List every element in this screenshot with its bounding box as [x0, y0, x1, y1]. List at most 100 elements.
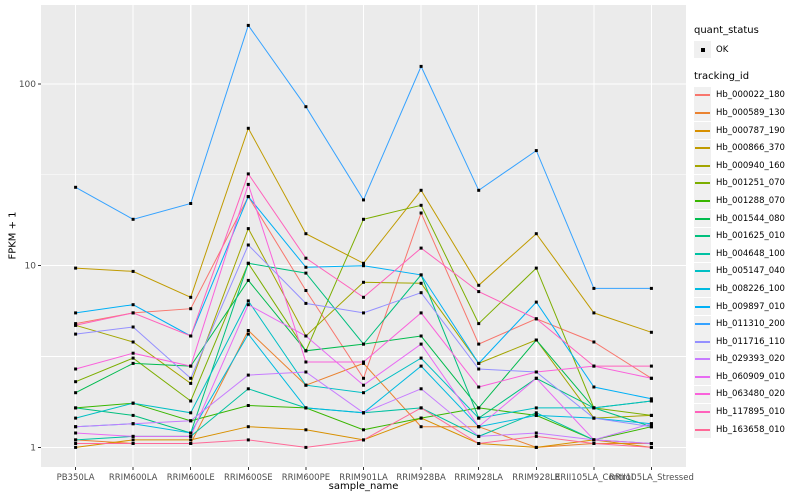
legend-swatch-icon [694, 174, 711, 192]
data-point [304, 383, 308, 387]
legend-swatch-icon [694, 298, 711, 316]
data-point [246, 182, 250, 186]
data-point [304, 289, 308, 292]
legend-key-box [694, 41, 711, 59]
data-point [649, 445, 653, 449]
data-point [419, 342, 423, 346]
data-point [592, 442, 596, 445]
data-point [131, 438, 135, 442]
data-point [362, 411, 365, 415]
data-point [362, 264, 365, 268]
data-point [362, 311, 365, 315]
swatch-line [695, 393, 710, 396]
legend-swatch-icon [694, 245, 711, 263]
data-point [534, 300, 538, 304]
data-point [189, 376, 193, 380]
legend-swatch-icon [694, 421, 711, 439]
data-point [304, 370, 308, 374]
swatch-line [695, 323, 710, 326]
data-point [477, 361, 481, 365]
data-point [131, 217, 135, 221]
legend-item: Hb_060909_010 [694, 368, 800, 386]
legend-item-label: Hb_008226_100 [716, 283, 785, 294]
data-point [534, 370, 538, 374]
data-point [189, 431, 193, 435]
data-point [246, 425, 250, 429]
data-point [74, 266, 78, 270]
legend-item: Hb_000787_190 [694, 122, 800, 140]
x-tick-label: RRIM600LE [167, 473, 215, 483]
data-point [74, 311, 78, 315]
legend-item-label: Hb_011310_200 [716, 319, 785, 330]
data-point [362, 342, 365, 346]
legend-item: Hb_063480_020 [694, 385, 800, 404]
data-point [477, 188, 481, 192]
data-point [477, 290, 481, 294]
data-point [189, 411, 193, 415]
y-tick-label: 1 [30, 443, 36, 453]
legend-swatch-icon [694, 210, 711, 228]
swatch-line [695, 358, 710, 361]
legend-swatch-icon [694, 385, 711, 403]
legend-item: Hb_163658_010 [694, 421, 800, 439]
x-tick-label: RRIM928BA [396, 473, 446, 483]
data-point [189, 295, 193, 299]
data-point [74, 322, 78, 326]
data-point [477, 322, 481, 326]
data-point [477, 406, 481, 410]
data-point [131, 311, 135, 315]
data-point [189, 364, 193, 368]
data-point [246, 126, 250, 130]
data-point [649, 364, 653, 368]
data-point [74, 367, 78, 371]
data-point [534, 376, 538, 380]
swatch-line [695, 270, 710, 273]
legend-swatch-icon [694, 315, 711, 333]
data-point [131, 340, 135, 344]
data-point [74, 438, 78, 442]
data-point [131, 361, 135, 365]
legend-item: Hb_001544_080 [694, 210, 800, 228]
legend-item: Hb_011310_200 [694, 315, 800, 333]
data-point [534, 317, 538, 321]
data-point [246, 172, 250, 176]
data-point [304, 301, 308, 305]
legend: quant_status OK tracking_id Hb_000022_18… [694, 25, 800, 439]
legend-item-label: Hb_063480_020 [716, 389, 785, 400]
data-point [131, 351, 135, 355]
data-point [189, 307, 193, 311]
data-point [246, 23, 250, 27]
data-point [131, 401, 135, 405]
swatch-line [695, 199, 710, 202]
swatch-line [695, 111, 710, 114]
legend-item-label: Hb_060909_010 [716, 371, 785, 382]
data-point [246, 299, 250, 303]
data-point [246, 332, 250, 336]
legend-item: Hb_000022_180 [694, 86, 800, 105]
data-point [74, 332, 78, 336]
data-point [304, 265, 308, 269]
data-point [477, 425, 481, 429]
legend-swatch-icon [694, 333, 711, 351]
data-point [131, 413, 135, 417]
swatch-line [695, 252, 710, 255]
data-point [419, 356, 423, 360]
legend-item-label: Hb_000940_160 [716, 160, 785, 171]
legend-item: Hb_008226_100 [694, 280, 800, 298]
data-point [649, 422, 653, 426]
data-point [419, 246, 423, 250]
data-point [304, 428, 308, 432]
data-point [649, 330, 653, 334]
data-point [246, 404, 250, 407]
legend-item-label: Hb_001544_080 [716, 213, 785, 224]
data-point [131, 442, 135, 445]
swatch-line [695, 235, 710, 238]
data-point [131, 356, 135, 360]
legend-item-label: Hb_004648_100 [716, 248, 785, 259]
data-point [362, 280, 365, 284]
data-point [477, 385, 481, 389]
data-point [246, 329, 250, 332]
data-point [534, 434, 538, 438]
legend-title-tracking-id: tracking_id [694, 70, 750, 82]
